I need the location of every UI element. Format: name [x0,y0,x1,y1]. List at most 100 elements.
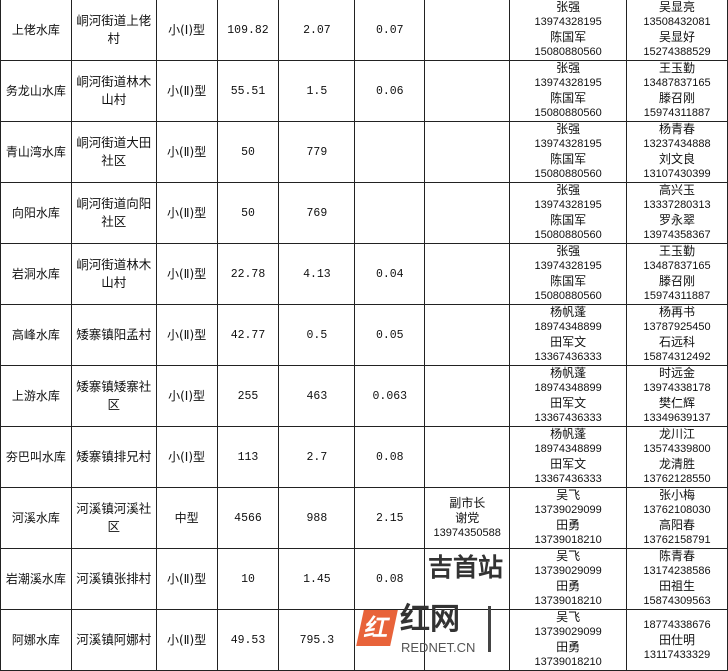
area-value: 463 [278,365,356,427]
reservoir-type: 小(Ⅱ)型 [155,243,218,305]
reservoir-name: 高峰水库 [0,304,72,366]
contact-name: 陈国军 [550,152,587,166]
reservoir-type: 小(Ⅱ)型 [155,548,218,610]
reservoir-name: 务龙山水库 [0,60,72,122]
contact-name: 田仕明 [659,632,696,647]
contact-name: 张强 [556,244,581,259]
contact-name: 田军文 [550,457,587,471]
reservoir-type: 小(Ⅰ)型 [155,0,218,61]
reservoir-location: 河溪镇阿娜村 [70,609,157,671]
leader-cell [424,243,511,305]
contact-name: 张强 [556,122,581,137]
area-value: 1.45 [278,548,356,610]
contact-name: 杨帆蓬 [550,366,587,381]
responsible-contacts: 杨帆蓬 18974348899 田军文 13367436333 [509,365,628,427]
contact-phone: 13337280313 [643,199,711,211]
table-row: 务龙山水库 峒河街道林木山村 小(Ⅱ)型 55.51 1.5 0.06 张强 13974328… [0,60,728,122]
capacity-value: 50 [216,182,280,244]
local-contacts: 张小梅 13762108030 高阳春 13762158791 [626,487,728,549]
third-value: 0.08 [354,548,426,610]
contact-phone: 13367436333 [534,473,602,485]
contact-phone: 18974348899 [534,443,602,455]
reservoir-location: 峒河街道上佬村 [70,0,157,61]
reservoir-type: 小(Ⅱ)型 [155,304,218,366]
leader-cell [424,426,511,488]
local-contacts: 吴显亮 13508432081 吴显好 15274388529 [626,0,728,61]
reservoir-name: 夯巴叫水库 [0,426,72,488]
contact-name: 王玉勤 [659,244,696,259]
contact-phone: 15080880560 [534,46,602,58]
table-row: 高峰水库 矮寨镇阳孟村 小(Ⅱ)型 42.77 0.5 0.05 杨帆蓬 1897434889… [0,304,728,366]
table-row: 岩洞水库 峒河街道林木山村 小(Ⅱ)型 22.78 4.13 0.04 张强 13974328… [0,243,728,305]
leader-cell [424,0,511,61]
third-value [354,609,426,671]
contact-phone: 13237434888 [643,138,711,150]
contact-phone: 13739018210 [534,656,602,668]
reservoir-name: 青山湾水库 [0,121,72,183]
local-contacts: 杨再书 13787925450 石远科 15874312492 [626,304,728,366]
reservoir-location: 峒河街道大田社区 [70,121,157,183]
contact-name: 吴飞 [556,488,581,503]
contact-phone: 13974328195 [534,138,602,150]
local-contacts: 陈青春 13174238586 田祖生 15874309563 [626,548,728,610]
contact-phone: 13487837165 [643,260,711,272]
responsible-contacts: 张强 13974328195 陈国军 15080880560 [509,0,628,61]
contact-name: 吴飞 [556,549,581,564]
leader-cell [424,121,511,183]
reservoir-location: 峒河街道向阳社区 [70,182,157,244]
contact-name: 石远科 [659,335,696,349]
capacity-value: 49.53 [216,609,280,671]
contact-name: 樊仁辉 [659,396,696,410]
local-contacts: 龙川江 13574339800 龙清胜 13762128550 [626,426,728,488]
reservoir-type: 小(Ⅱ)型 [155,60,218,122]
contact-phone: 13574339800 [643,443,711,455]
reservoir-location: 矮寨镇矮寨社区 [70,365,157,427]
contact-name: 田军文 [550,396,587,410]
local-contacts: 18774338676 田仕明 13117433329 [626,609,728,671]
reservoir-type: 小(Ⅱ)型 [155,182,218,244]
reservoir-location: 峒河街道林木山村 [70,60,157,122]
reservoir-location: 河溪镇河溪社区 [70,487,157,549]
contact-name: 杨青春 [659,122,696,137]
table-row: 上游水库 矮寨镇矮寨社区 小(Ⅰ)型 255 463 0.063 杨帆蓬 1897434889… [0,365,728,427]
local-contacts: 时远金 13974338178 樊仁辉 13349639137 [626,365,728,427]
contact-name: 田勇 [556,640,581,654]
contact-phone: 15080880560 [534,290,602,302]
table-row: 河溪水库 河溪镇河溪社区 中型 4566 988 2.15 副市长 谢党 13974350588… [0,487,728,549]
contact-name: 吴显好 [659,30,696,44]
reservoir-location: 矮寨镇排兄村 [70,426,157,488]
contact-name: 张强 [556,183,581,198]
reservoir-location: 峒河街道林木山村 [70,243,157,305]
contact-phone: 15080880560 [534,107,602,119]
contact-name: 高阳春 [659,518,696,532]
contact-name: 田勇 [556,518,581,532]
responsible-contacts: 杨帆蓬 18974348899 田军文 13367436333 [509,304,628,366]
contact-phone: 13508432081 [643,16,711,28]
capacity-value: 10 [216,548,280,610]
table-row: 青山湾水库 峒河街道大田社区 小(Ⅱ)型 50 779 张强 13974328195 陈国军 1… [0,121,728,183]
leader-cell [424,609,511,671]
responsible-contacts: 吴飞 13739029099 田勇 13739018210 [509,609,628,671]
area-value: 2.07 [278,0,356,61]
contact-phone: 15080880560 [534,229,602,241]
reservoir-location: 矮寨镇阳孟村 [70,304,157,366]
contact-phone: 13787925450 [643,321,711,333]
contact-name: 吴显亮 [659,0,696,15]
contact-phone: 13974338178 [643,382,711,394]
reservoir-type: 小(Ⅰ)型 [155,426,218,488]
reservoir-type: 小(Ⅰ)型 [155,365,218,427]
leader-line: 13974350588 [433,526,501,539]
contact-phone: 13974328195 [534,77,602,89]
contact-name: 田祖生 [659,579,696,593]
contact-name: 陈国军 [550,274,587,288]
contact-phone: 13117433329 [643,648,711,661]
table-row: 岩潮溪水库 河溪镇张排村 小(Ⅱ)型 10 1.45 0.08 吴飞 13739029099 田… [0,548,728,610]
area-value: 2.7 [278,426,356,488]
capacity-value: 42.77 [216,304,280,366]
local-contacts: 王玉勤 13487837165 滕召刚 15974311887 [626,243,728,305]
reservoir-name: 岩洞水库 [0,243,72,305]
third-value: 0.063 [354,365,426,427]
contact-phone: 13739018210 [534,534,602,546]
contact-name: 杨帆蓬 [550,305,587,320]
